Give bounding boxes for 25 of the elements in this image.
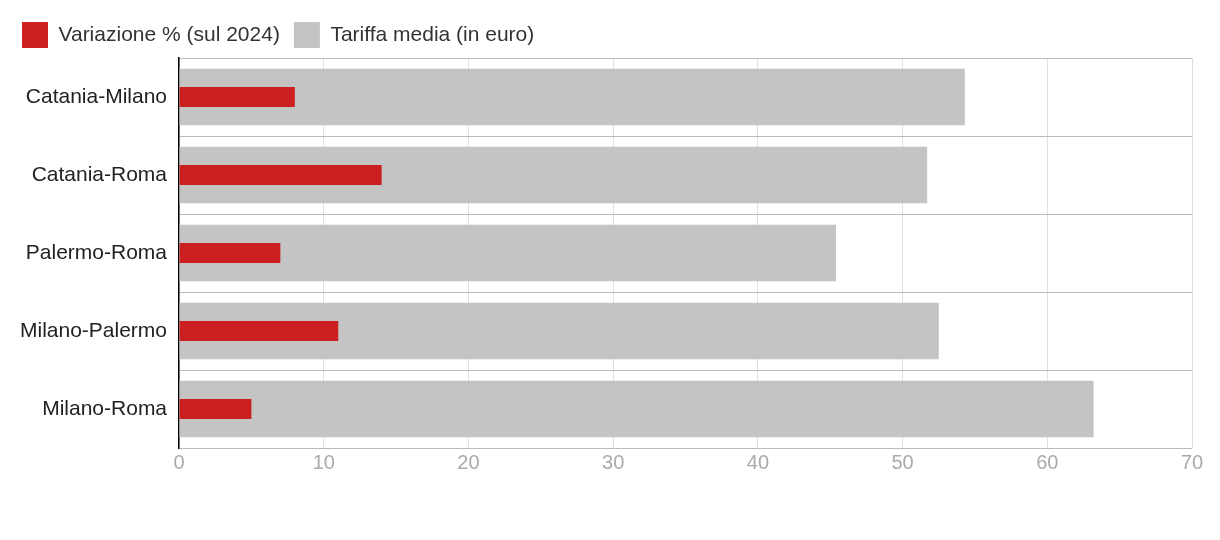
legend-label: Variazione % (sul 2024) xyxy=(58,21,280,45)
x-tick-label: 70 xyxy=(1180,450,1204,473)
bar xyxy=(179,243,281,263)
x-tick-label: 40 xyxy=(746,450,769,473)
y-tick-label: Catania-Milano xyxy=(25,83,168,107)
x-tick-label: 10 xyxy=(312,450,335,473)
bar xyxy=(179,321,339,341)
legend-label: Tariffa media (in euro) xyxy=(330,21,535,45)
bar xyxy=(179,87,295,107)
x-tick-label: 30 xyxy=(602,450,625,473)
bar xyxy=(179,68,965,126)
y-tick-label: Catania-Roma xyxy=(31,161,168,185)
x-tick-label: 0 xyxy=(173,450,185,473)
bar xyxy=(179,399,252,419)
bar xyxy=(179,380,1094,438)
bar xyxy=(179,146,928,204)
bar xyxy=(179,165,382,185)
bar xyxy=(179,224,837,282)
y-tick-label: Milano-Palermo xyxy=(19,317,168,341)
y-tick-label: Milano-Roma xyxy=(42,395,168,419)
x-tick-label: 50 xyxy=(891,450,914,473)
bar xyxy=(179,302,939,360)
y-tick-label: Palermo-Roma xyxy=(25,239,168,263)
x-tick-label: 60 xyxy=(1036,450,1059,473)
x-tick-label: 20 xyxy=(457,450,480,473)
